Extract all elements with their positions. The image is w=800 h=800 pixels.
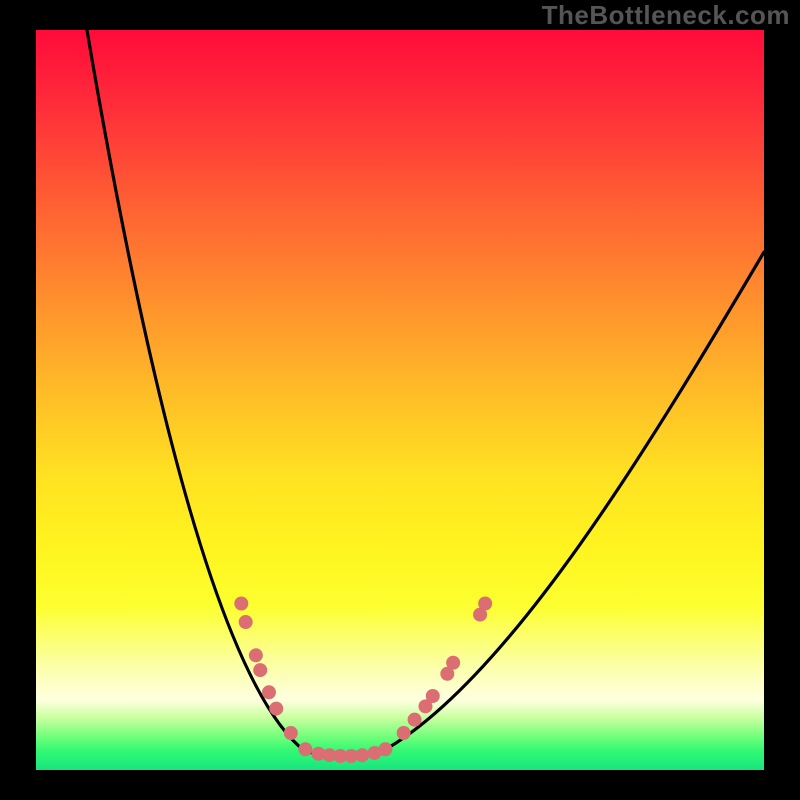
watermark-text: TheBottleneck.com [542, 0, 790, 31]
curve-marker [284, 726, 298, 740]
curve-marker [239, 615, 253, 629]
gradient-background [36, 30, 764, 770]
curve-marker [408, 713, 422, 727]
curve-marker [446, 656, 460, 670]
curve-marker [298, 742, 312, 756]
curve-marker [478, 597, 492, 611]
curve-marker [355, 748, 369, 762]
curve-marker [262, 685, 276, 699]
chart-svg [36, 30, 764, 770]
curve-marker [269, 702, 283, 716]
curve-marker [253, 663, 267, 677]
curve-marker [249, 648, 263, 662]
curve-marker [397, 726, 411, 740]
curve-marker [234, 597, 248, 611]
bottleneck-chart [36, 30, 764, 770]
curve-marker [378, 742, 392, 756]
curve-marker [426, 689, 440, 703]
